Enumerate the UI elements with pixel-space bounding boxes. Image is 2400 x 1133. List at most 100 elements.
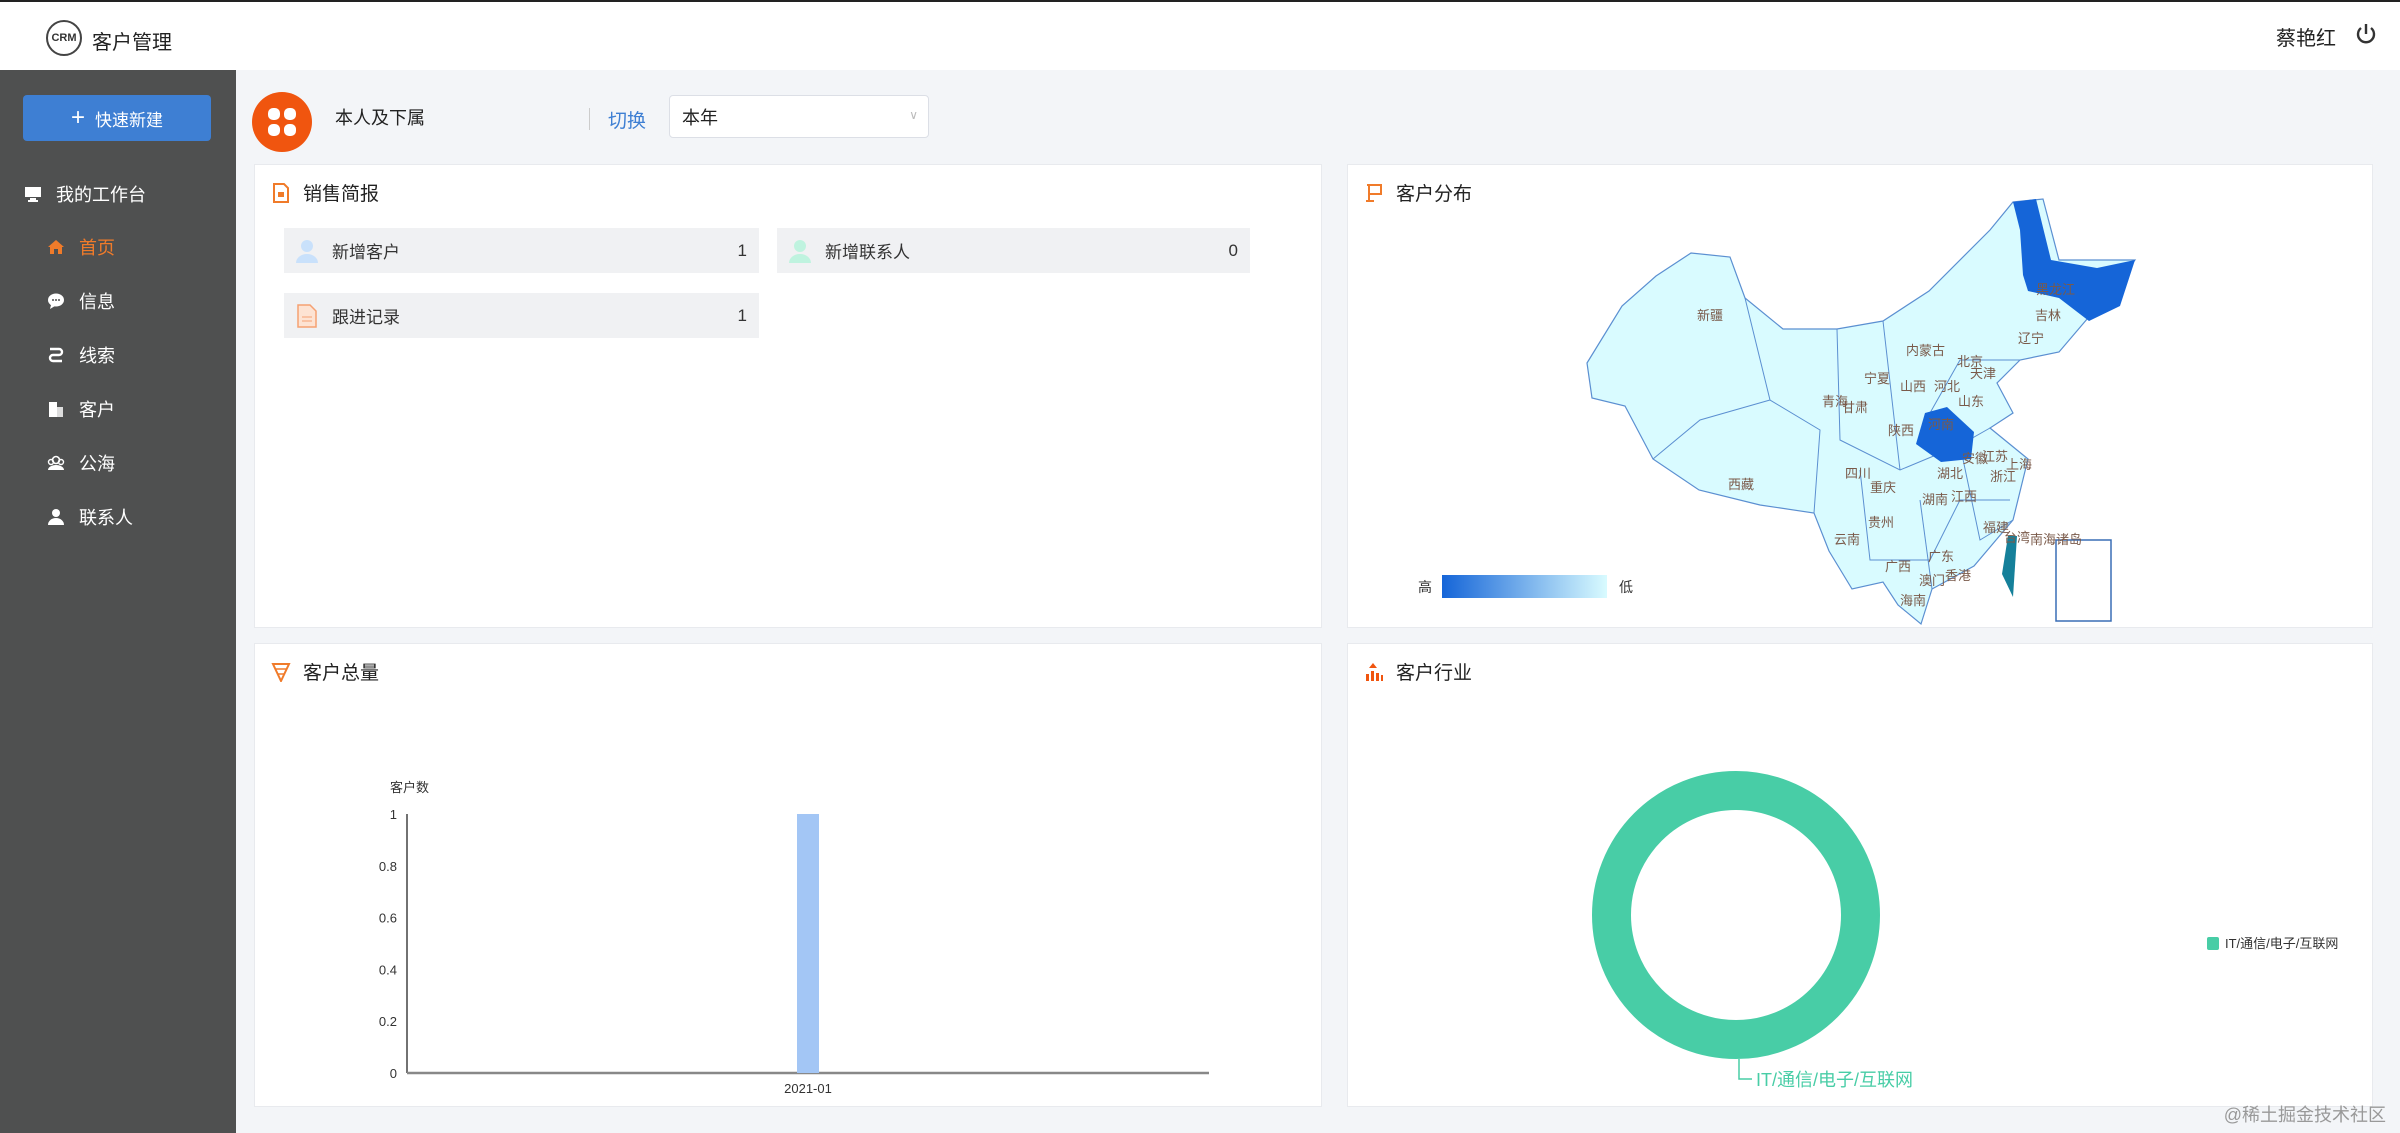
map-region-henan[interactable] [1916,407,1974,462]
chevron-down-icon: ∨ [909,108,918,122]
sidebar-item-label: 客户 [79,400,115,420]
map-region-label: 海南 [1900,593,1926,608]
map-region-taiwan[interactable] [2002,536,2017,597]
sidebar-item-label: 线索 [79,346,115,366]
map-region-label: 西藏 [1728,477,1754,492]
sidebar-item-label: 首页 [79,238,115,258]
stat-new-contacts[interactable]: 新增联系人 0 [777,228,1250,273]
map-region-label: 山西 [1900,379,1926,394]
contact-icon [789,239,811,263]
map-region-label: 南海诸岛 [2030,532,2082,547]
card-title: 客户总量 [271,658,379,685]
route-icon [48,347,64,363]
monitor-icon [25,187,41,202]
map-region-label: 河南 [1928,417,1954,432]
map-region-label: 上海 [2006,457,2032,472]
message-icon [48,293,64,309]
card-title: 客户行业 [1364,658,1472,685]
sidebar-section-workbench[interactable]: 我的工作台 [24,181,146,207]
map-region-label: 江苏 [1982,449,2008,464]
user-icon [296,239,318,263]
quick-create-label: 快速新建 [95,110,163,130]
switch-link[interactable]: 切换 [608,111,647,132]
top-border [0,0,2400,2]
map-region-label: 广东 [1928,549,1954,564]
stat-new-customers[interactable]: 新增客户 1 [284,228,759,273]
quick-create-button[interactable]: + 快速新建 [23,95,211,141]
map-region-label: 安徽 [1962,451,1988,466]
card-title: 销售简报 [271,179,379,206]
building-icon [49,402,63,417]
map-region-label: 广西 [1885,559,1911,574]
map-region-label: 宁夏 [1864,371,1890,386]
user-name[interactable]: 蔡艳红 [2276,28,2336,50]
document-icon [297,303,317,328]
report-icon [273,182,289,203]
map-region-label: 四川 [1845,466,1871,481]
stat-value: 1 [737,240,747,260]
sales-summary-card: 销售简报 新增客户 1 新增联系人 0 跟进记录 1 [254,164,1322,628]
plus-icon: + [70,104,85,131]
scope-label: 本人及下属 [335,108,425,128]
customer-industry-card: 客户行业 [1347,643,2373,1107]
map-region-label: 云南 [1834,532,1860,547]
map-region-label: 浙江 [1990,469,2016,484]
visual-map-low-label: 低 [1619,579,1633,595]
card-title-text: 销售简报 [303,184,380,205]
app-title: 客户管理 [92,32,172,54]
sidebar [0,70,236,1133]
period-select[interactable]: 本年 ∨ [669,95,929,138]
map-region-heilongjiang[interactable] [2013,199,2135,321]
person-icon [48,509,64,525]
map-region-label: 青海 [1822,394,1848,409]
sidebar-item-contacts[interactable]: 联系人 [47,504,133,530]
map-region-label: 香港 [1945,568,1971,583]
map-region-label: 内蒙古 [1906,343,1945,358]
map-region-label: 台湾 [2004,530,2030,545]
map-region-label: 澳门 [1919,573,1945,588]
header: CRM 客户管理 蔡艳红 [0,2,2400,70]
sidebar-item-leads[interactable]: 线索 [47,342,115,368]
map-region-label: 天津 [1970,366,1996,381]
flag-icon [1366,183,1382,202]
sidebar-item-message[interactable]: 信息 [47,288,115,314]
sidebar-item-label: 联系人 [79,508,133,528]
map-region-label: 黑龙江 [2036,282,2075,297]
home-icon [48,240,64,254]
map-region-label: 辽宁 [2018,331,2044,346]
map-region-label: 河北 [1934,379,1960,394]
visual-map-gradient[interactable] [1442,575,1607,598]
map-region-label: 贵州 [1868,515,1894,530]
sidebar-item-customers[interactable]: 客户 [47,396,115,422]
map-region-label: 甘肃 [1842,400,1868,415]
stat-label: 新增客户 [332,243,400,262]
map-region-label: 新疆 [1697,308,1723,323]
logo: CRM [46,20,82,56]
card-title-text: 客户行业 [1396,663,1473,684]
sidebar-item-public-pool[interactable]: 公海 [47,450,115,476]
stat-label: 新增联系人 [825,243,910,262]
card-title: 客户分布 [1364,179,1472,206]
visual-map-high-label: 高 [1418,579,1432,595]
period-value: 本年 [682,107,718,128]
power-icon[interactable] [2354,22,2378,46]
stat-followups[interactable]: 跟进记录 1 [284,293,759,338]
sidebar-item-home[interactable]: 首页 [47,234,115,260]
map-region-label: 陕西 [1888,423,1914,438]
map-region-label: 北京 [1957,354,1983,369]
map-region-label: 吉林 [2035,308,2061,323]
bar-chart-icon [1366,662,1383,681]
card-title-text: 客户总量 [303,663,380,684]
map-region-label: 江西 [1951,489,1977,504]
scope-avatar-icon [252,92,312,152]
group-icon [47,455,65,470]
customer-total-card: 客户总量 [254,643,1322,1107]
map-region-label: 山东 [1958,394,1984,409]
map-region-label: 福建 [1983,520,2009,535]
watermark: @稀土掘金技术社区 [2223,1105,2386,1125]
map-region-label: 湖南 [1922,492,1948,507]
map-region-label: 重庆 [1870,480,1896,495]
stat-value: 0 [1228,240,1238,260]
map-south-sea-inset [2055,539,2112,622]
